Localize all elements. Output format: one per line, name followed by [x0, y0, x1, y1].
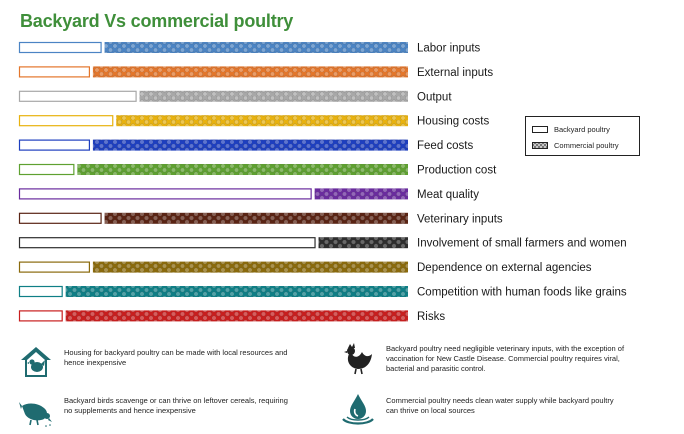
- category-label-veterinary-inputs: Veterinary inputs: [417, 213, 503, 225]
- category-label-dependence-on-external-agencies: Dependence on external agencies: [417, 262, 592, 274]
- note-veterinary: Backyard poultry need negligible veterin…: [340, 340, 640, 376]
- bar-commercial-texture-feed-costs: [92, 139, 408, 151]
- bar-commercial-texture-labor-inputs: [104, 42, 408, 53]
- bar-backyard-production-cost: [18, 163, 75, 176]
- note-text-housing: Housing for backyard poultry can be made…: [64, 348, 288, 367]
- category-label-labor-inputs: Labor inputs: [417, 43, 481, 55]
- comparison-bar-chart: Labor inputs External inputs Output Housing…: [18, 41, 627, 323]
- bar-commercial-texture-housing-costs: [116, 115, 408, 127]
- bar-commercial-texture-veterinary-inputs: [104, 212, 408, 224]
- category-label-risks: Risks: [417, 311, 445, 323]
- bar-backyard-feed-costs: [18, 139, 91, 151]
- legend: Backyard poultry Commercial poultry: [525, 116, 640, 156]
- category-label-housing-costs: Housing costs: [417, 116, 489, 128]
- category-label-feed-costs: Feed costs: [417, 140, 473, 152]
- bar-commercial-texture-risks: [65, 310, 409, 322]
- legend-item-backyard: Backyard poultry: [532, 123, 610, 135]
- bar-backyard-external-inputs: [18, 66, 91, 78]
- note-text-scavenging: Backyard birds scavenge or can thrive on…: [64, 396, 288, 415]
- legend-item-commercial: Commercial poultry: [532, 139, 619, 151]
- note-text-water: Commercial poultry needs clean water sup…: [386, 396, 614, 415]
- bar-backyard-veterinary-inputs: [18, 212, 102, 224]
- note-text-veterinary: Backyard poultry need negligible veterin…: [386, 344, 625, 373]
- bar-commercial-texture-output: [139, 90, 408, 102]
- category-label-external-inputs: External inputs: [417, 67, 493, 79]
- bar-backyard-housing-costs: [18, 115, 114, 127]
- bars-group: Labor inputs External inputs Output Housing…: [18, 41, 627, 323]
- legend-swatch-backyard: [532, 125, 548, 133]
- category-label-involvement-of-small-farmers-and-women: Involvement of small farmers and women: [417, 238, 627, 250]
- note-water: Commercial poultry needs clean water sup…: [340, 392, 640, 428]
- category-label-meat-quality: Meat quality: [417, 189, 479, 201]
- bar-backyard-meat-quality: [18, 188, 312, 200]
- bar-backyard-labor-inputs: [18, 41, 102, 54]
- bar-backyard-risks: [18, 310, 63, 322]
- category-label-production-cost: Production cost: [417, 165, 497, 177]
- chart-title: Backyard Vs commercial poultry: [20, 11, 294, 31]
- bar-backyard-dependence-on-external-agencies: [18, 261, 91, 273]
- category-label-output: Output: [417, 91, 452, 103]
- bar-backyard-involvement-of-small-farmers-and-women: [18, 237, 316, 249]
- legend-swatch-commercial: [532, 141, 548, 149]
- bar-commercial-texture-external-inputs: [92, 66, 408, 78]
- legend-label-backyard: Backyard poultry: [554, 124, 610, 134]
- note-scavenging: Backyard birds scavenge or can thrive on…: [18, 392, 318, 428]
- bar-backyard-output: [18, 90, 137, 102]
- category-label-competition-with-human-foods-like-grains: Competition with human foods like grains: [417, 287, 627, 299]
- house-bird-icon: [21, 347, 51, 377]
- bar-commercial-texture-meat-quality: [314, 188, 408, 200]
- bar-backyard-competition-with-human-foods-like-grains: [18, 285, 63, 298]
- legend-label-commercial: Commercial poultry: [554, 140, 619, 150]
- note-housing: Housing for backyard poultry can be made…: [18, 344, 318, 380]
- bar-commercial-texture-competition-with-human-foods-like-grains: [65, 286, 409, 297]
- hen-icon: [344, 343, 372, 375]
- scavenging-bird-icon: [19, 402, 52, 427]
- bar-commercial-texture-dependence-on-external-agencies: [92, 261, 408, 273]
- bar-commercial-texture-involvement-of-small-farmers-and-women: [318, 237, 408, 249]
- bar-commercial-texture-production-cost: [77, 164, 408, 175]
- water-drop-icon: [342, 394, 374, 425]
